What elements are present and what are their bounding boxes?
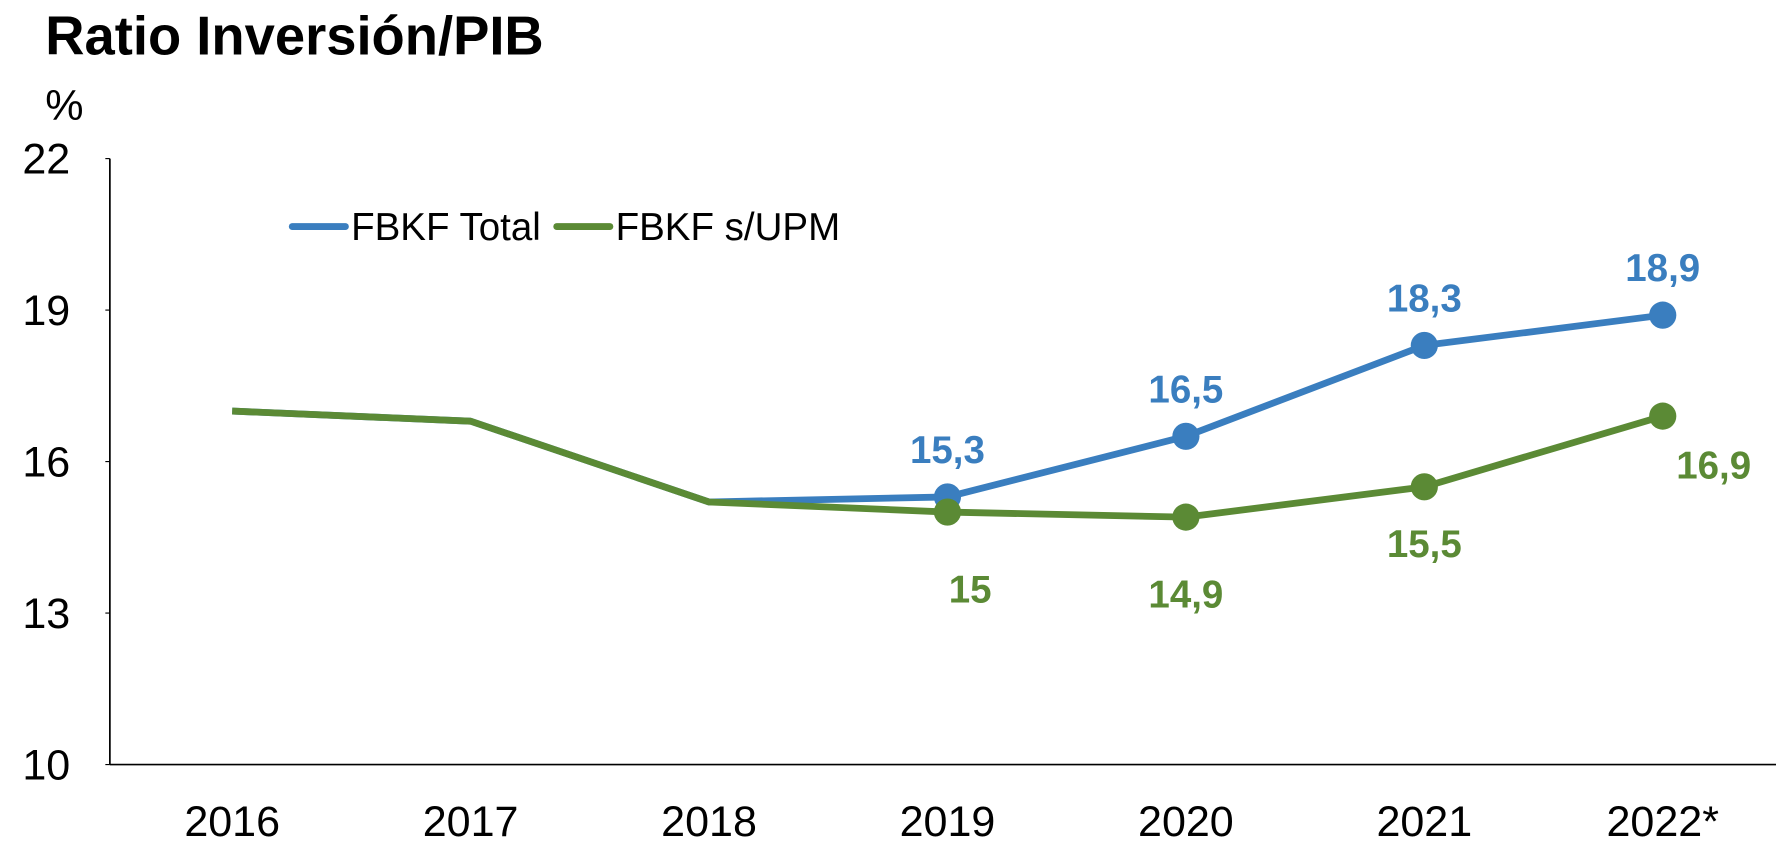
x-tick-label: 2016 [184,798,280,845]
x-tick-label: 2017 [423,798,519,845]
marker [1649,301,1677,329]
y-tick-label: 16 [22,438,70,486]
data-label: 16,5 [1148,368,1223,411]
x-tick-label: 2020 [1138,798,1234,845]
marker [1410,473,1438,501]
y-tick-label: 19 [22,287,70,335]
y-tick-label: 10 [22,741,70,789]
data-label: 15,3 [910,429,985,472]
marker [1172,422,1200,450]
y-tick-label: 13 [22,590,70,638]
legend-label: FBKF s/UPM [616,206,841,249]
x-tick-label: 2022* [1606,798,1719,845]
marker [1172,503,1200,531]
marker [933,498,962,526]
data-label: 15 [949,569,992,612]
data-label: 18,9 [1625,247,1700,290]
x-tick-label: 2019 [900,798,996,845]
data-label: 14,9 [1148,574,1223,617]
y-axis-label: % [45,82,83,130]
x-tick-label: 2021 [1376,798,1472,845]
legend-label: FBKF Total [351,206,541,249]
chart-title: Ratio Inversión/PIB [45,5,543,66]
marker [1410,331,1438,360]
data-label: 16,9 [1676,444,1751,487]
x-tick-label: 2018 [661,798,757,845]
data-label: 15,5 [1387,523,1462,566]
marker [1649,402,1677,430]
series-line [232,311,1664,506]
data-label: 18,3 [1387,277,1462,320]
y-tick-label: 22 [22,135,70,183]
